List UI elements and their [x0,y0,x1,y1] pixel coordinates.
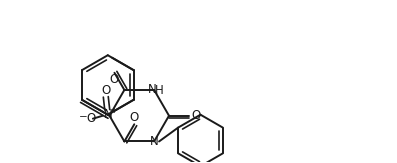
Text: N: N [150,135,158,148]
Text: N: N [103,108,112,121]
Text: O: O [130,111,139,124]
Text: O: O [86,112,96,125]
Text: O: O [110,73,119,86]
Text: N: N [148,83,156,96]
Text: O: O [101,84,110,97]
Text: H: H [155,84,164,97]
Text: O: O [191,109,200,122]
Text: +: + [110,106,117,115]
Text: −: − [79,112,87,122]
